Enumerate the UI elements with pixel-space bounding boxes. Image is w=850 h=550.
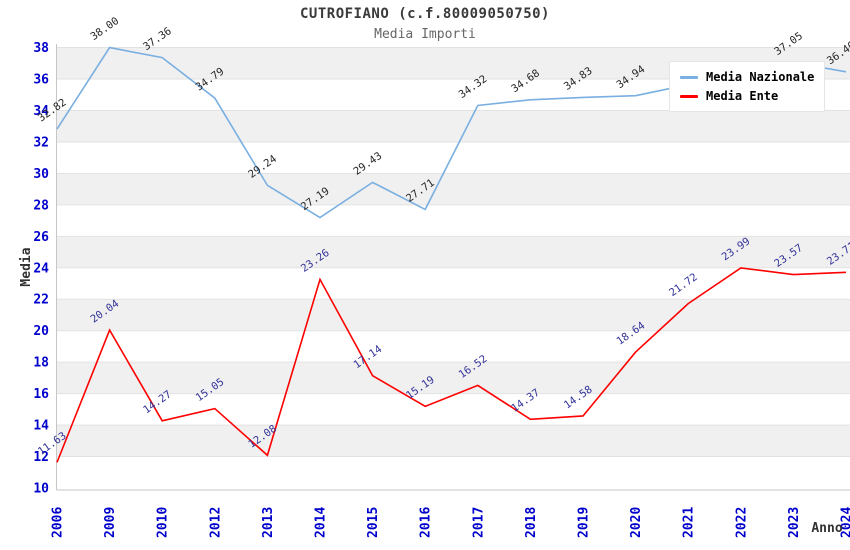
y-tick-label: 12	[33, 450, 49, 465]
legend-label: Media Nazionale	[706, 70, 815, 84]
x-tick-label: 2015	[366, 507, 381, 538]
y-tick-label: 10	[33, 482, 49, 497]
y-tick-label: 34	[33, 104, 49, 119]
legend-swatch-ente-icon	[680, 94, 698, 98]
y-tick-label: 20	[33, 324, 49, 339]
x-axis-title: Anno	[811, 521, 842, 536]
x-tick-label: 2019	[577, 507, 592, 538]
y-tick-label: 18	[33, 356, 49, 371]
y-tick-label: 28	[33, 198, 49, 213]
x-tick-label: 2020	[629, 507, 644, 538]
series-line-media-ente	[56, 267, 847, 463]
y-tick-label: 26	[33, 230, 49, 245]
grid-band	[57, 362, 850, 394]
y-tick-label: 22	[33, 293, 49, 308]
x-tick-label: 2016	[419, 507, 434, 538]
x-tick-label: 2013	[261, 507, 276, 538]
grid-band	[57, 425, 850, 457]
y-tick-label: 38	[33, 41, 49, 56]
legend: Media Nazionale Media Ente	[669, 61, 826, 112]
x-tick-label: 2024	[840, 507, 850, 538]
x-tick-label: 2021	[682, 507, 697, 538]
y-tick-label: 30	[33, 167, 49, 182]
x-tick-label: 2006	[51, 507, 66, 538]
grid-band	[57, 173, 850, 205]
x-tick-label: 2010	[156, 507, 171, 538]
y-axis-title: Media	[19, 247, 34, 286]
grid-band	[57, 299, 850, 331]
y-tick-label: 24	[33, 261, 49, 276]
chart-title: CUTROFIANO (c.f.80009050750)	[299, 6, 550, 22]
y-tick-label: 14	[33, 419, 49, 434]
x-tick-label: 2014	[314, 507, 329, 538]
legend-item-media-nazionale[interactable]: Media Nazionale	[680, 70, 814, 84]
y-tick-label: 36	[33, 73, 49, 88]
legend-item-media-ente[interactable]: Media Ente	[680, 89, 814, 103]
y-tick-label: 16	[33, 387, 49, 402]
x-tick-label: 2023	[787, 507, 802, 538]
legend-swatch-nazionale-icon	[680, 75, 698, 79]
chart-subtitle: Media Importi	[374, 27, 476, 42]
x-tick-label: 2018	[524, 507, 539, 538]
grid-band	[57, 236, 850, 268]
x-tick-label: 2022	[734, 507, 749, 538]
x-tick-label: 2009	[103, 507, 118, 538]
x-tick-label: 2017	[471, 507, 486, 538]
y-tick-label: 32	[33, 135, 49, 150]
data-label-media-ente: 21.72	[667, 271, 700, 299]
legend-label: Media Ente	[706, 89, 779, 103]
x-tick-label: 2012	[208, 507, 223, 538]
grid-band	[57, 110, 850, 142]
